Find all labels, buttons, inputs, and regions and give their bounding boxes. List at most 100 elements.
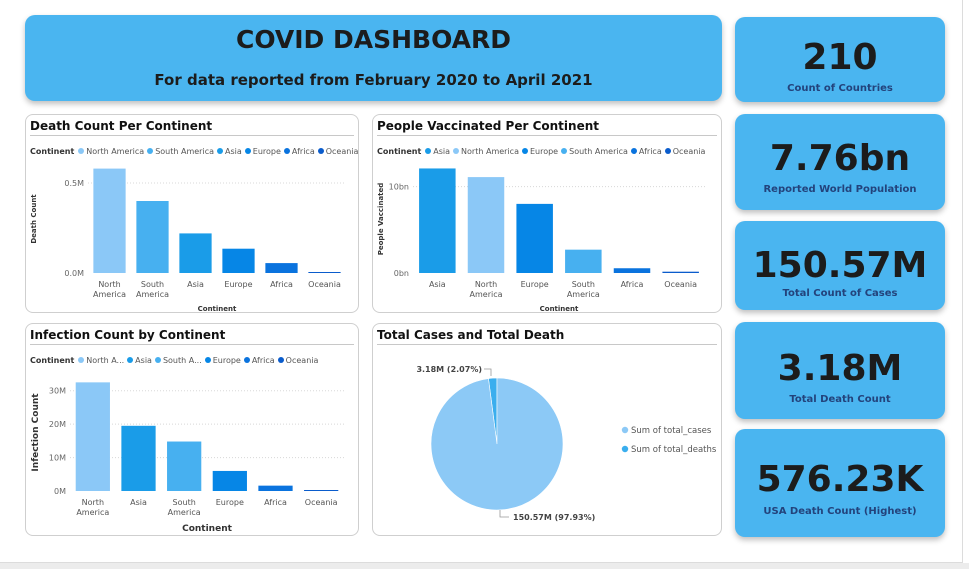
kpi-card-population[interactable]: 7.76bn Reported World Population [735, 114, 945, 210]
y-tick-label: 20M [49, 420, 66, 429]
bar [179, 233, 212, 273]
legend-label: Asia [433, 147, 451, 156]
bar [613, 268, 651, 273]
legend-dot-icon [204, 357, 211, 363]
legend-item[interactable]: Africa [243, 356, 275, 365]
x-tick-label: America [136, 290, 169, 299]
panel-title: Total Cases and Total Death [377, 328, 565, 342]
x-tick-label: Europe [216, 498, 244, 507]
kpi-card-cases[interactable]: 150.57M Total Count of Cases [735, 221, 945, 310]
legend-dot-icon [147, 148, 154, 154]
y-tick-label: 10M [49, 454, 66, 463]
bar [258, 485, 293, 491]
x-tick-label: North [475, 280, 497, 289]
x-axis-label: Continent [540, 305, 579, 313]
y-tick-label: 0.0M [64, 269, 84, 278]
bar [419, 168, 456, 273]
legend-dot-icon [244, 148, 251, 154]
x-tick-label: Asia [187, 280, 204, 289]
legend-item[interactable]: Asia [217, 147, 242, 156]
legend-label: Oceania [285, 356, 319, 365]
legend-dot-icon [425, 148, 432, 154]
x-tick-label: North [82, 498, 104, 507]
bar [136, 201, 169, 273]
legend-item[interactable]: North America [78, 147, 144, 156]
dashboard-header: COVID DASHBOARD For data reported from F… [25, 15, 722, 101]
x-tick-label: North [98, 280, 120, 289]
x-tick-label: America [470, 290, 503, 299]
legend-item[interactable]: Oceania [317, 147, 359, 156]
legend-label: Oceania [672, 147, 706, 156]
legend-item[interactable]: North America [453, 147, 519, 156]
legend-title: Continent [377, 147, 422, 156]
legend-label: Sum of total_deaths [631, 445, 717, 455]
vaccinated-panel[interactable]: People Vaccinated Per Continent Continen… [372, 114, 722, 313]
panel-title: People Vaccinated Per Continent [377, 119, 599, 133]
legend-dot-icon [277, 357, 284, 363]
panel-title-divider [377, 344, 717, 345]
chart-legend: Continent North A... Asia South A... Europe A… [30, 356, 321, 365]
x-tick-label: South [572, 280, 595, 289]
legend-label: Oceania [325, 147, 359, 156]
legend-item[interactable]: South A... [154, 356, 202, 365]
legend-item[interactable]: South America [561, 147, 628, 156]
legend-item[interactable]: Asia [425, 147, 450, 156]
legend-label: South A... [162, 356, 202, 365]
x-tick-label: South [141, 280, 164, 289]
x-tick-label: Asia [130, 498, 147, 507]
legend-dot-icon [561, 148, 568, 154]
x-tick-label: Oceania [308, 280, 341, 289]
y-axis-label: People Vaccinated [377, 183, 385, 256]
legend-label: Europe [252, 147, 281, 156]
legend-item[interactable]: Oceania [664, 147, 706, 156]
death-count-panel[interactable]: Death Count Per Continent Continent North… [25, 114, 359, 313]
legend-item[interactable]: Africa [630, 147, 662, 156]
dashboard-title: COVID DASHBOARD [235, 25, 512, 54]
kpi-label: Total Death Count [789, 394, 891, 405]
legend-dot-icon [664, 148, 671, 154]
kpi-card-deaths[interactable]: 3.18M Total Death Count [735, 322, 945, 419]
infection-count-panel[interactable]: Infection Count by Continent Continent No… [25, 323, 359, 536]
bar [121, 425, 156, 491]
kpi-label: USA Death Count (Highest) [763, 506, 917, 517]
legend-label: Africa [251, 356, 275, 365]
kpi-label: Count of Countries [787, 83, 893, 94]
y-tick-label: 0M [54, 487, 66, 496]
kpi-value: 3.18M [777, 348, 903, 389]
x-tick-label: America [76, 508, 109, 517]
bar [167, 441, 202, 491]
legend-item[interactable]: Asia [127, 356, 152, 365]
legend-label: North America [461, 147, 519, 156]
kpi-value: 576.23K [756, 459, 924, 500]
legend-dot-icon [78, 357, 85, 363]
legend-item[interactable]: Oceania [277, 356, 319, 365]
kpi-card-usa-deaths[interactable]: 576.23K USA Death Count (Highest) [735, 429, 945, 537]
chart-legend: Continent Asia North America Europe South Am… [377, 147, 708, 156]
legend-item[interactable]: North A... [78, 356, 124, 365]
legend-label: Africa [638, 147, 662, 156]
chart-legend: Continent North America South America Asia E… [30, 147, 359, 156]
x-tick-label: Africa [270, 280, 293, 289]
legend-dot-icon [127, 357, 134, 363]
pie-leader-line [484, 368, 492, 376]
legend-item[interactable]: Europe [204, 356, 241, 365]
legend-item[interactable]: Europe [244, 147, 281, 156]
panel-title-divider [30, 344, 354, 345]
bar [565, 249, 602, 273]
legend-item[interactable]: Europe [521, 147, 558, 156]
cases-deaths-panel[interactable]: Total Cases and Total Death 3.18M (2.07%… [372, 323, 722, 536]
legend-item[interactable]: Africa [283, 147, 315, 156]
cases-deaths-pie-chart: 3.18M (2.07%) 150.57M (97.93%) Sum of tota… [416, 365, 717, 522]
x-tick-label: Asia [429, 280, 446, 289]
y-tick-label: 0.5M [64, 179, 84, 188]
legend-item[interactable]: South America [147, 147, 214, 156]
pie-data-label: 3.18M (2.07%) [416, 365, 482, 374]
x-axis-label: Continent [198, 305, 237, 313]
panel-title: Infection Count by Continent [30, 328, 226, 342]
bar [662, 271, 699, 273]
kpi-card-countries[interactable]: 210 Count of Countries [735, 17, 945, 102]
legend-dot-icon [630, 148, 637, 154]
y-tick-label: 0bn [394, 269, 409, 278]
